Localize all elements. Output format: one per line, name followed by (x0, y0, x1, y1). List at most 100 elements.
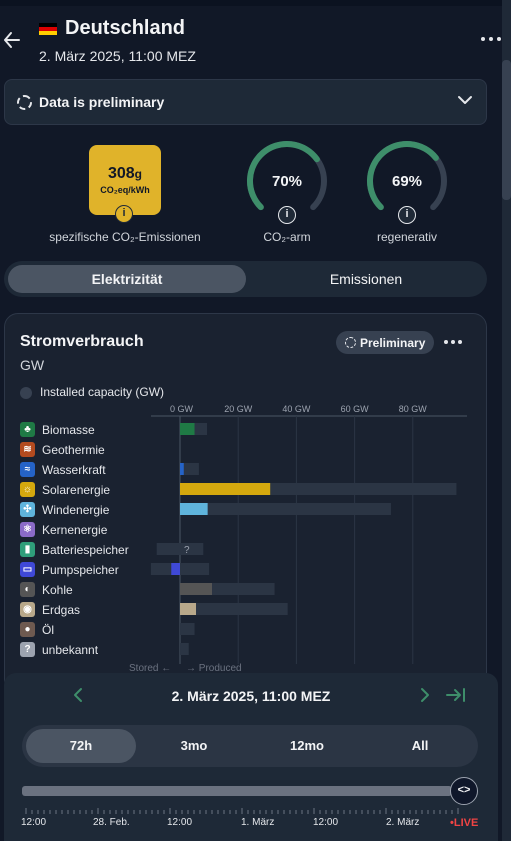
capacity-bar[interactable] (180, 503, 391, 515)
installed-capacity-toggle[interactable] (20, 387, 32, 399)
timeline-label: 2. März (386, 817, 420, 828)
preliminary-icon (345, 337, 356, 348)
source-label: Erdgas (42, 603, 81, 617)
range-selector: 72h 3mo 12mo All (22, 725, 478, 767)
selected-datetime: 2. März 2025, 11:00 MEZ (171, 688, 331, 704)
leaf-icon: ♣ (20, 422, 35, 437)
source-label: Windenergie (42, 503, 110, 517)
info-icon[interactable]: i (278, 206, 296, 224)
timeline-slider[interactable] (22, 786, 452, 796)
co2-intensity-box: 308g CO₂eq/kWh i (89, 145, 161, 223)
low-carbon-label: CO₂-arm (263, 230, 311, 244)
timeline-label: 1. März (241, 817, 275, 828)
renewable-value: 69% (391, 173, 423, 190)
renewable-label: regenerativ (376, 230, 438, 244)
card-title: Stromverbrauch (20, 333, 144, 350)
produced-bar[interactable] (180, 483, 271, 495)
produced-bar[interactable] (180, 583, 213, 595)
consumption-card: Stromverbrauch GW Preliminary Installed … (4, 313, 487, 693)
source-label: Solarenergie (42, 483, 111, 497)
top-strip (0, 0, 511, 6)
source-label: unbekannt (42, 643, 99, 657)
time-controller: 2. März 2025, 11:00 MEZ 72h 3mo 12mo All… (4, 673, 498, 841)
source-label: Pumpspeicher (42, 563, 119, 577)
info-icon[interactable]: i (115, 205, 133, 223)
axis-tick-label: 0 GW (170, 404, 194, 414)
preliminary-pill[interactable]: Preliminary (336, 331, 434, 354)
renewable-gauge (366, 141, 447, 211)
capacity-bar[interactable] (180, 623, 195, 635)
source-label: Kernenergie (42, 523, 108, 537)
battery-icon: ▮ (20, 542, 35, 557)
capacity-bar[interactable] (156, 543, 204, 555)
source-label: Öl (42, 623, 54, 637)
preliminary-banner[interactable]: Data is preliminary (4, 79, 487, 125)
range-72h[interactable]: 72h (26, 729, 136, 763)
timeline-ticks (25, 808, 459, 814)
unknown-value-marker: ? (184, 545, 190, 556)
produced-bar[interactable] (180, 463, 184, 475)
co2-label: spezifische CO₂-Emissionen (49, 230, 201, 244)
more-options-icon[interactable] (480, 32, 502, 46)
chevron-down-icon[interactable] (457, 92, 473, 108)
source-label: Wasserkraft (42, 463, 106, 477)
slider-handle[interactable]: <> (450, 777, 478, 805)
country-title: Deutschland (65, 17, 186, 39)
low-carbon-value: 70% (271, 173, 303, 190)
source-label: Kohle (42, 583, 73, 597)
consumption-bar-chart: ? (150, 415, 467, 664)
more-options-icon[interactable] (443, 334, 463, 352)
range-3mo[interactable]: 3mo (180, 738, 208, 753)
scrollbar-thumb[interactable] (502, 60, 511, 200)
capacity-bar[interactable] (180, 643, 189, 655)
header: Deutschland 2. März 2025, 11:00 MEZ (0, 6, 511, 72)
sun-icon: ☼ (20, 482, 35, 497)
gas-flame-icon: ◉ (20, 602, 35, 617)
timeline-label: 28. Feb. (93, 817, 130, 828)
range-12mo[interactable]: 12mo (290, 738, 324, 753)
produced-bar[interactable] (180, 603, 197, 615)
axis-tick-label: 80 GW (398, 404, 427, 414)
produced-label: → Produced (186, 663, 242, 674)
co2-unit: CO₂eq/kWh (100, 185, 150, 195)
heat-icon: ≋ (20, 442, 35, 457)
range-all[interactable]: All (411, 738, 429, 753)
installed-capacity-label: Installed capacity (GW) (40, 385, 165, 399)
source-label: Geothermie (42, 443, 105, 457)
produced-bar[interactable] (171, 563, 180, 575)
timeline-label: 12:00 (313, 817, 339, 828)
scrollbar[interactable] (502, 0, 511, 841)
germany-flag-icon (39, 23, 57, 35)
timeline-label: 12:00 (21, 817, 47, 828)
tab-electricity[interactable]: Elektrizität (8, 265, 246, 293)
banner-text: Data is preliminary (39, 94, 165, 110)
jump-to-latest-icon[interactable] (444, 685, 468, 705)
co2-value: 308g (107, 165, 143, 182)
oil-drop-icon: ● (20, 622, 35, 637)
waves-icon: ≈ (20, 462, 35, 477)
live-indicator: •LIVE (450, 817, 479, 829)
info-icon[interactable]: i (398, 206, 416, 224)
chevron-right-icon[interactable] (417, 685, 433, 705)
capacity-bar[interactable] (180, 603, 288, 615)
timeline-label: 12:00 (167, 817, 193, 828)
back-arrow-icon[interactable] (2, 28, 22, 52)
stored-label: Stored ← (129, 663, 172, 674)
source-label: Batteriespeicher (42, 543, 129, 557)
axis-tick-label: 20 GW (224, 404, 253, 414)
pump-icon: ▭ (20, 562, 35, 577)
source-label: Biomasse (42, 423, 95, 437)
tab-emissions[interactable]: Emissionen (329, 271, 403, 287)
low-carbon-gauge (246, 140, 327, 211)
produced-bar[interactable] (180, 503, 208, 515)
coal-icon: ◐ (20, 582, 35, 597)
produced-bar[interactable] (180, 423, 195, 435)
axis-tick-label: 40 GW (282, 404, 311, 414)
capacity-bar[interactable] (180, 463, 199, 475)
preliminary-icon (17, 95, 32, 110)
wind-icon: ✣ (20, 502, 35, 517)
pill-text: Preliminary (360, 336, 426, 350)
chevron-left-icon[interactable] (70, 685, 86, 705)
atom-icon: ⚛ (20, 522, 35, 537)
card-unit: GW (20, 357, 45, 373)
